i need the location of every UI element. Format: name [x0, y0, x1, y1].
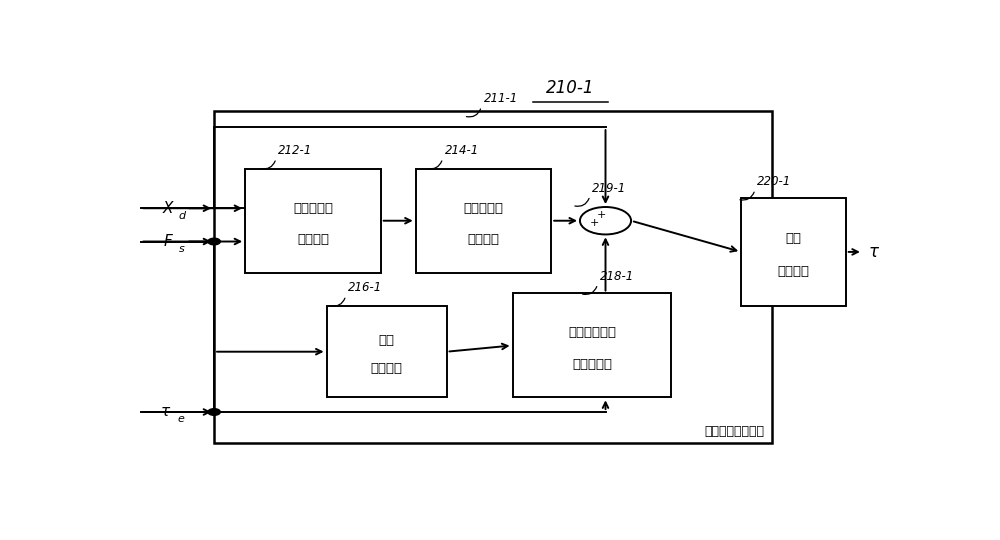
Text: 219-1: 219-1 [592, 181, 627, 194]
Bar [416, 168, 551, 273]
Circle shape [208, 409, 220, 415]
Text: 216-1: 216-1 [348, 281, 382, 294]
Text: 估计单元: 估计单元 [371, 362, 403, 375]
Text: 210-1: 210-1 [546, 79, 595, 97]
Text: 筛卡尔空间: 筛卡尔空间 [293, 202, 333, 215]
Text: 212-1: 212-1 [278, 144, 313, 157]
Text: e: e [177, 415, 184, 424]
Text: 扔矩指令値: 扔矩指令値 [463, 202, 503, 215]
Text: 220-1: 220-1 [757, 176, 792, 188]
Text: 控制单元: 控制单元 [297, 233, 329, 246]
Text: τ: τ [161, 404, 170, 420]
Text: X: X [162, 201, 173, 216]
Text: +: + [589, 218, 599, 228]
Text: 控制单元: 控制单元 [777, 265, 809, 278]
Text: 全轴坐标控制单元: 全轴坐标控制单元 [704, 425, 764, 438]
Bar [245, 168, 381, 273]
Text: 214-1: 214-1 [445, 144, 479, 157]
Text: s: s [179, 244, 184, 254]
Bar [741, 198, 846, 306]
Text: 应控制单元: 应控制单元 [572, 357, 612, 370]
Text: 计算单元: 计算单元 [467, 233, 499, 246]
Text: 外部扔矩自适: 外部扔矩自适 [568, 327, 616, 340]
Text: 218-1: 218-1 [600, 269, 634, 282]
Text: +: + [597, 210, 606, 220]
Text: τ: τ [869, 243, 879, 261]
Text: 接合: 接合 [785, 232, 801, 246]
Text: F: F [163, 234, 172, 249]
Bar [214, 111, 772, 443]
Bar [512, 294, 671, 397]
Text: 外力: 外力 [379, 334, 395, 347]
Text: 211-1: 211-1 [484, 92, 518, 105]
Text: d: d [178, 211, 185, 221]
Bar [326, 306, 447, 397]
Circle shape [208, 238, 220, 245]
